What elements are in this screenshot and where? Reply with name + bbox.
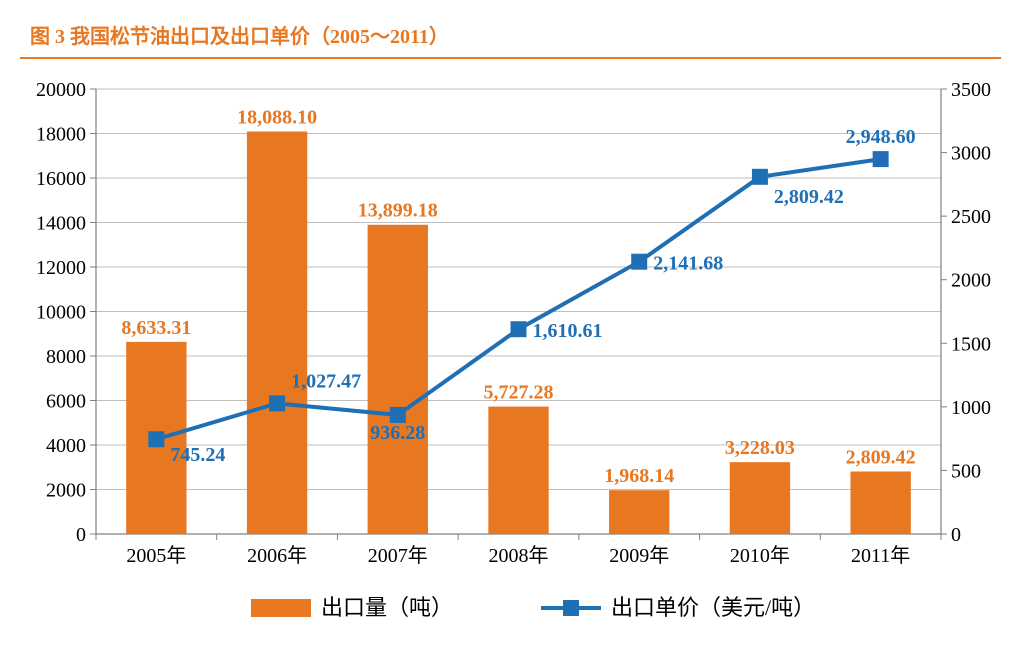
- svg-text:8,633.31: 8,633.31: [121, 317, 191, 339]
- chart-title: 图 3 我国松节油出口及出口单价（2005～2011）: [20, 20, 1001, 49]
- svg-text:3000: 3000: [951, 143, 991, 165]
- svg-text:4000: 4000: [46, 435, 86, 457]
- svg-text:2,809.42: 2,809.42: [845, 446, 915, 468]
- bar: [488, 407, 548, 534]
- bar: [609, 490, 669, 534]
- svg-text:14000: 14000: [36, 213, 86, 235]
- svg-text:0: 0: [951, 524, 961, 546]
- line-marker: [631, 254, 647, 270]
- svg-text:2500: 2500: [951, 206, 991, 228]
- svg-text:6000: 6000: [46, 391, 86, 413]
- svg-text:2,948.60: 2,948.60: [845, 126, 915, 148]
- svg-text:2010年: 2010年: [729, 544, 789, 567]
- bar: [729, 462, 789, 534]
- svg-text:2000: 2000: [951, 270, 991, 292]
- svg-text:20000: 20000: [36, 79, 86, 101]
- svg-text:13,899.18: 13,899.18: [357, 200, 437, 222]
- svg-text:2007年: 2007年: [367, 544, 427, 567]
- svg-text:3500: 3500: [951, 79, 991, 101]
- svg-text:10000: 10000: [36, 302, 86, 324]
- bar: [367, 225, 427, 534]
- svg-text:1,968.14: 1,968.14: [604, 465, 674, 487]
- title-underline: [20, 57, 1001, 59]
- svg-text:1500: 1500: [951, 333, 991, 355]
- svg-text:936.28: 936.28: [370, 422, 425, 444]
- svg-text:2006年: 2006年: [247, 544, 307, 567]
- line-marker: [872, 151, 888, 167]
- chart-svg: 0200040006000800010000120001400016000180…: [21, 79, 1001, 639]
- svg-text:8000: 8000: [46, 346, 86, 368]
- svg-text:2000: 2000: [46, 480, 86, 502]
- svg-text:3,228.03: 3,228.03: [724, 437, 794, 459]
- svg-text:18000: 18000: [36, 124, 86, 146]
- svg-text:2009年: 2009年: [609, 544, 669, 567]
- chart-container: 图 3 我国松节油出口及出口单价（2005～2011） 0 2000 4000 600…: [20, 20, 1001, 619]
- line-marker: [148, 431, 164, 447]
- bar: [246, 132, 306, 534]
- svg-text:5,727.28: 5,727.28: [483, 382, 553, 404]
- line-marker: [269, 395, 285, 411]
- svg-text:2011年: 2011年: [851, 544, 910, 567]
- svg-text:2,141.68: 2,141.68: [653, 253, 723, 275]
- svg-text:2005年: 2005年: [126, 544, 186, 567]
- line-marker: [389, 407, 405, 423]
- svg-text:1,610.61: 1,610.61: [532, 320, 602, 342]
- svg-text:出口量（吨）: 出口量（吨）: [321, 595, 453, 620]
- svg-text:2008年: 2008年: [488, 544, 548, 567]
- svg-text:18,088.10: 18,088.10: [237, 107, 317, 129]
- chart-area: 0200040006000800010000120001400016000180…: [21, 79, 1001, 619]
- svg-text:12000: 12000: [36, 257, 86, 279]
- svg-text:出口单价（美元/吨）: 出口单价（美元/吨）: [611, 595, 815, 620]
- line-marker: [751, 169, 767, 185]
- line-marker: [510, 321, 526, 337]
- svg-text:1,027.47: 1,027.47: [291, 370, 361, 392]
- svg-text:2,809.42: 2,809.42: [773, 186, 843, 208]
- svg-text:0: 0: [76, 524, 86, 546]
- svg-text:745.24: 745.24: [170, 444, 225, 466]
- svg-text:1000: 1000: [951, 397, 991, 419]
- svg-text:16000: 16000: [36, 168, 86, 190]
- svg-text:500: 500: [951, 460, 981, 482]
- bar: [850, 471, 910, 534]
